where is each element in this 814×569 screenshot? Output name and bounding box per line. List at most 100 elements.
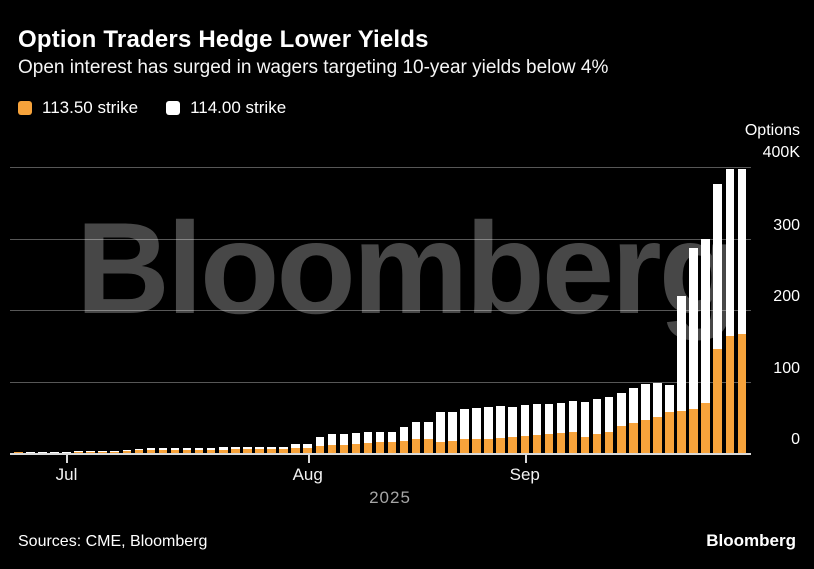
chart-title: Option Traders Hedge Lower Yields xyxy=(18,26,429,53)
bar-114-00-strike xyxy=(291,444,300,449)
bar-114-00-strike xyxy=(134,449,144,451)
bar-114-00-strike xyxy=(375,432,385,443)
gridline-400 xyxy=(10,167,751,168)
bar-114-00-strike xyxy=(737,169,747,335)
bar-114-00-strike xyxy=(532,404,542,436)
bar-113-50-strike xyxy=(110,451,119,453)
bloomberg-watermark: Bloomberg xyxy=(76,195,738,341)
bar-113-50-strike xyxy=(568,432,578,453)
x-tick-jul xyxy=(66,455,69,463)
bar-113-50-strike xyxy=(496,437,505,453)
y-tick-label-300: 300 xyxy=(773,216,800,234)
bar-113-50-strike xyxy=(122,450,132,453)
bar-114-00-strike xyxy=(641,384,650,421)
bar-113-50-strike xyxy=(327,445,337,453)
x-tick-aug xyxy=(307,455,310,463)
bar-114-00-strike xyxy=(158,448,168,450)
bar-113-50-strike xyxy=(436,441,445,453)
bar-113-50-strike xyxy=(98,451,107,453)
x-tick-sep xyxy=(524,455,527,463)
bar-113-50-strike xyxy=(629,422,638,453)
bar-113-50-strike xyxy=(701,402,710,453)
bar-114-00-strike xyxy=(327,434,337,446)
bar-113-50-strike xyxy=(38,451,47,453)
bar-114-00-strike xyxy=(122,449,132,451)
bar-113-50-strike xyxy=(86,451,95,453)
bar-114-00-strike xyxy=(231,446,240,450)
bar-113-50-strike xyxy=(50,451,59,453)
legend-item-114-00: 114.00 strike xyxy=(166,98,286,118)
bar-113-50-strike xyxy=(339,444,349,453)
y-axis-top-tick-label: 400K xyxy=(762,144,800,161)
bar-114-00-strike xyxy=(170,447,180,450)
bar-113-50-strike xyxy=(170,449,180,453)
gridline-300 xyxy=(10,238,751,240)
y-tick-label-200: 200 xyxy=(773,288,800,305)
bar-113-50-strike xyxy=(14,452,23,453)
bar-114-00-strike xyxy=(363,432,373,443)
bar-114-00-strike xyxy=(448,412,457,441)
bar-113-50-strike xyxy=(62,451,71,453)
bar-113-50-strike xyxy=(303,447,312,453)
legend-item-113-50: 113.50 strike xyxy=(18,98,138,118)
bar-114-00-strike xyxy=(194,447,204,450)
bar-114-00-strike xyxy=(255,446,264,450)
bar-114-00-strike xyxy=(243,446,252,450)
bar-114-00-strike xyxy=(267,446,276,450)
bar-114-00-strike xyxy=(387,432,397,442)
bar-113-50-strike xyxy=(351,443,361,453)
bar-113-50-strike xyxy=(375,442,385,453)
bar-113-50-strike xyxy=(665,412,674,453)
bar-114-00-strike xyxy=(617,392,626,426)
x-tick-label-aug: Aug xyxy=(292,465,323,484)
bar-113-50-strike xyxy=(291,448,300,453)
bar-113-50-strike xyxy=(617,425,626,453)
legend-label-113-50: 113.50 strike xyxy=(42,98,139,117)
sources-text: Sources: CME, Bloomberg xyxy=(18,533,208,550)
bar-113-50-strike xyxy=(580,437,590,453)
bar-113-50-strike xyxy=(158,449,168,453)
bar-113-50-strike xyxy=(399,440,409,453)
bar-113-50-strike xyxy=(653,417,662,453)
bar-113-50-strike xyxy=(713,349,722,453)
x-axis-year-label: 2025 xyxy=(369,488,411,507)
bar-114-00-strike xyxy=(472,407,481,439)
bar-113-50-strike xyxy=(460,439,469,453)
bar-114-00-strike xyxy=(424,421,433,439)
gridline-200 xyxy=(10,310,751,311)
y-axis-unit-label: Options xyxy=(744,122,800,139)
bar-114-00-strike xyxy=(689,247,698,409)
x-tick-label-sep: Sep xyxy=(509,465,540,484)
bar-113-50-strike xyxy=(363,442,373,453)
bar-114-00-strike xyxy=(206,447,216,450)
bar-114-00-strike xyxy=(279,446,288,450)
bar-113-50-strike xyxy=(448,440,457,453)
bar-114-00-strike xyxy=(219,447,228,450)
bar-114-00-strike xyxy=(508,406,517,437)
bar-113-50-strike xyxy=(74,451,83,453)
bar-114-00-strike xyxy=(484,406,493,439)
bar-114-00-strike xyxy=(315,437,324,447)
bar-113-50-strike xyxy=(689,408,698,453)
bar-113-50-strike xyxy=(387,441,397,453)
bar-114-00-strike xyxy=(653,382,662,418)
bar-113-50-strike xyxy=(206,449,216,453)
bar-113-50-strike xyxy=(677,410,686,453)
bar-113-50-strike xyxy=(146,449,156,453)
bar-114-00-strike xyxy=(303,444,312,448)
bar-113-50-strike xyxy=(279,449,288,453)
bar-113-50-strike xyxy=(484,438,493,453)
bar-114-00-strike xyxy=(460,409,469,440)
bar-114-00-strike xyxy=(544,404,554,434)
bar-113-50-strike xyxy=(520,435,530,453)
y-tick-label-100: 100 xyxy=(773,359,800,377)
bar-113-50-strike xyxy=(219,449,228,453)
bar-113-50-strike xyxy=(243,449,252,453)
bar-113-50-strike xyxy=(532,435,542,453)
bar-113-50-strike xyxy=(267,449,276,453)
bar-113-50-strike xyxy=(255,449,264,453)
bar-113-50-strike xyxy=(194,449,204,453)
bar-114-00-strike xyxy=(411,422,421,439)
